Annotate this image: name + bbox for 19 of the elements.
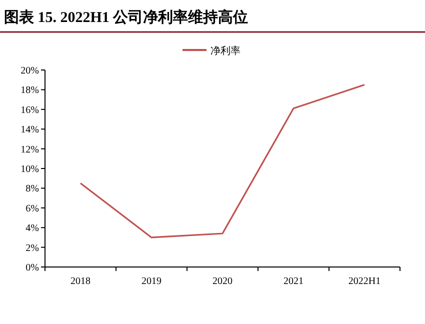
- x-tick-label: 2021: [284, 276, 304, 287]
- y-tick-label: 2%: [26, 242, 39, 254]
- line-series: [80, 84, 366, 238]
- y-tick-label: 8%: [26, 184, 39, 195]
- legend-label: 净利率: [210, 45, 240, 57]
- chart-title: 图表 15. 2022H1 公司净利率维持高位: [4, 8, 248, 26]
- x-tick-label: 2022H1: [348, 276, 381, 287]
- y-tick-label: 12%: [20, 144, 39, 156]
- y-tick-label: 6%: [26, 203, 39, 214]
- y-tick-label: 20%: [20, 66, 39, 76]
- y-tick-label: 18%: [20, 85, 39, 96]
- x-tick-label: 2020: [212, 276, 232, 287]
- y-tick-label: 14%: [20, 124, 39, 136]
- x-tick-label: 2018: [70, 276, 90, 287]
- x-tick-label: 2019: [142, 276, 162, 287]
- y-tick-label: 0%: [26, 262, 39, 274]
- y-tick-label: 16%: [20, 104, 39, 116]
- y-tick-label: 4%: [26, 223, 39, 234]
- y-tick-label: 10%: [20, 164, 39, 175]
